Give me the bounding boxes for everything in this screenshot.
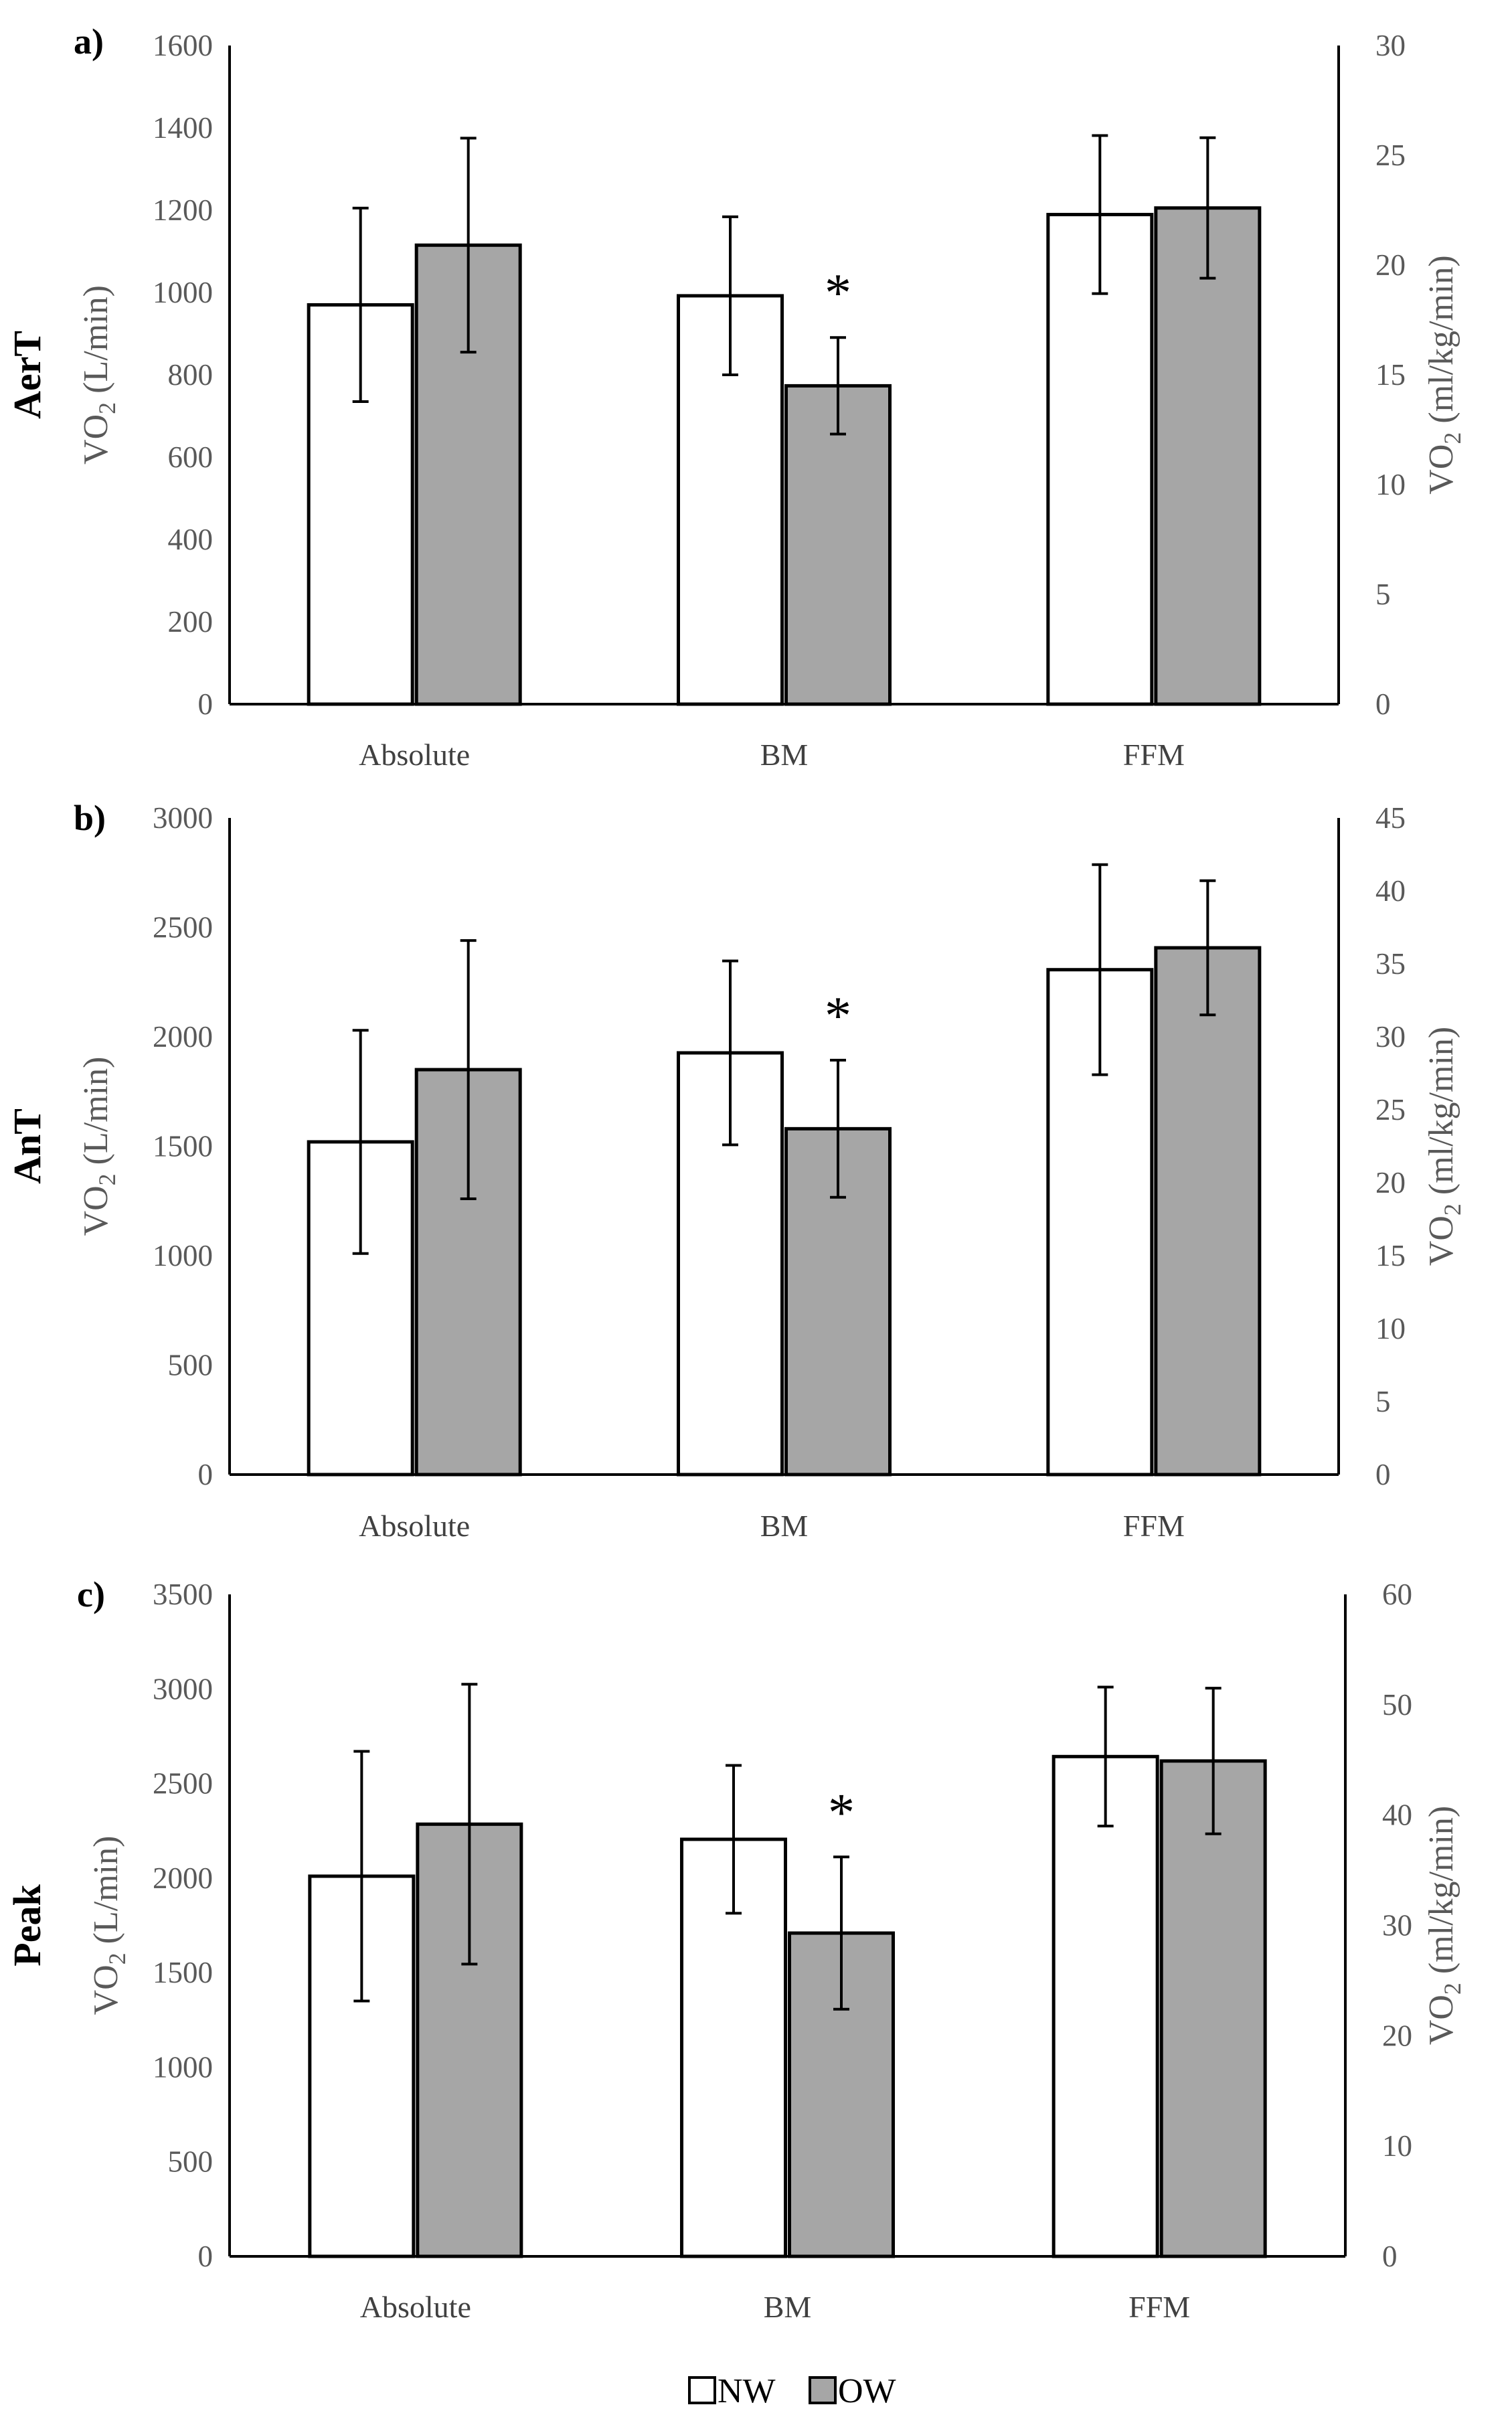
right-tick-label: 10: [1375, 1312, 1406, 1345]
right-tick-label: 15: [1375, 358, 1406, 392]
left-tick-label: 500: [168, 1349, 214, 1382]
right-tick-label: 40: [1375, 874, 1406, 908]
panel-label: a): [74, 21, 104, 62]
left-tick-label: 1500: [153, 1130, 213, 1163]
right-tick-label: 45: [1375, 801, 1406, 835]
right-tick-label: 35: [1375, 947, 1406, 981]
bar-nw: [1052, 1754, 1159, 2258]
right-tick-label: 20: [1375, 248, 1406, 282]
left-tick-label: 2500: [153, 1767, 213, 1801]
left-tick-label: 0: [198, 1458, 214, 1491]
right-tick-label: 20: [1382, 2019, 1412, 2052]
significance-marker: *: [825, 987, 851, 1046]
category-label: FFM: [1128, 2290, 1190, 2324]
left-tick-label: 1000: [153, 2050, 213, 2084]
significance-marker: *: [828, 1783, 855, 1842]
right-tick-label: 10: [1375, 468, 1406, 501]
category-label: Absolute: [359, 1509, 470, 1543]
category-label: BM: [764, 2290, 812, 2324]
left-tick-label: 3000: [153, 1672, 213, 1705]
right-tick-label: 0: [1375, 687, 1391, 721]
category-label: FFM: [1123, 1509, 1185, 1543]
left-tick-label: 200: [168, 605, 214, 639]
legend-label-ow: OW: [838, 2372, 896, 2410]
category-label: BM: [760, 738, 809, 772]
left-tick-label: 0: [198, 687, 214, 721]
left-tick-label: 1000: [153, 276, 213, 309]
right-axis-title: VO2 (ml/kg/min): [1422, 1806, 1466, 2045]
bar-ow: [1154, 206, 1262, 706]
right-tick-label: 20: [1375, 1166, 1406, 1199]
legend-swatch-nw: [688, 2376, 716, 2404]
left-tick-label: 800: [168, 358, 214, 392]
right-tick-label: 30: [1375, 1020, 1406, 1054]
left-tick-label: 1200: [153, 193, 213, 227]
right-tick-label: 0: [1375, 1458, 1391, 1491]
right-tick-label: 40: [1382, 1799, 1412, 1832]
left-tick-label: 2000: [153, 1861, 213, 1895]
right-tick-label: 15: [1375, 1239, 1406, 1272]
bar-ow: [1159, 1759, 1267, 2258]
category-label: FFM: [1123, 738, 1185, 772]
left-axis-title: VO2 (L/min): [77, 1057, 120, 1236]
panel-label: b): [74, 798, 106, 838]
left-tick-label: 1500: [153, 1956, 213, 1989]
row-label: Peak: [5, 1884, 49, 1967]
right-axis-title: VO2 (ml/kg/min): [1422, 1027, 1466, 1266]
right-tick-label: 5: [1375, 1385, 1391, 1418]
left-tick-label: 1400: [153, 111, 213, 145]
legend-swatch-ow: [809, 2376, 837, 2404]
category-label: Absolute: [359, 738, 470, 772]
row-label: AnT: [5, 1108, 49, 1184]
right-tick-label: 5: [1375, 578, 1391, 611]
significance-marker: *: [825, 264, 851, 323]
right-tick-label: 30: [1375, 29, 1406, 62]
category-label: Absolute: [360, 2290, 471, 2324]
left-tick-label: 3500: [153, 1578, 213, 1611]
left-tick-label: 2000: [153, 1020, 213, 1054]
left-axis-title: VO2 (L/min): [87, 1836, 131, 2015]
row-label: AerT: [5, 331, 49, 419]
left-tick-label: 2500: [153, 911, 213, 944]
panel-label: c): [77, 1574, 105, 1614]
legend-label-nw: NW: [718, 2372, 776, 2410]
right-tick-label: 60: [1382, 1578, 1412, 1611]
left-tick-label: 600: [168, 440, 214, 474]
right-tick-label: 25: [1375, 139, 1406, 172]
right-tick-label: 50: [1382, 1688, 1412, 1722]
category-label: BM: [760, 1509, 809, 1543]
panel-2: b) AnT VO2 (L/min) VO2 (ml/kg/min) 0 500 1000 1…: [5, 798, 1466, 1543]
left-tick-label: 1000: [153, 1239, 213, 1272]
left-tick-label: 500: [168, 2145, 214, 2179]
right-tick-label: 10: [1382, 2129, 1412, 2163]
right-axis-title: VO2 (ml/kg/min): [1422, 255, 1466, 494]
left-tick-label: 1600: [153, 29, 213, 62]
right-tick-label: 25: [1375, 1093, 1406, 1127]
left-tick-label: 0: [198, 2240, 214, 2273]
right-tick-label: 30: [1382, 1909, 1412, 1942]
legend: NW OW: [688, 2372, 896, 2410]
right-tick-label: 0: [1382, 2240, 1398, 2273]
left-tick-label: 400: [168, 523, 214, 556]
left-axis-title: VO2 (L/min): [77, 285, 120, 465]
left-tick-label: 3000: [153, 801, 213, 835]
bar-ow: [1154, 946, 1262, 1477]
